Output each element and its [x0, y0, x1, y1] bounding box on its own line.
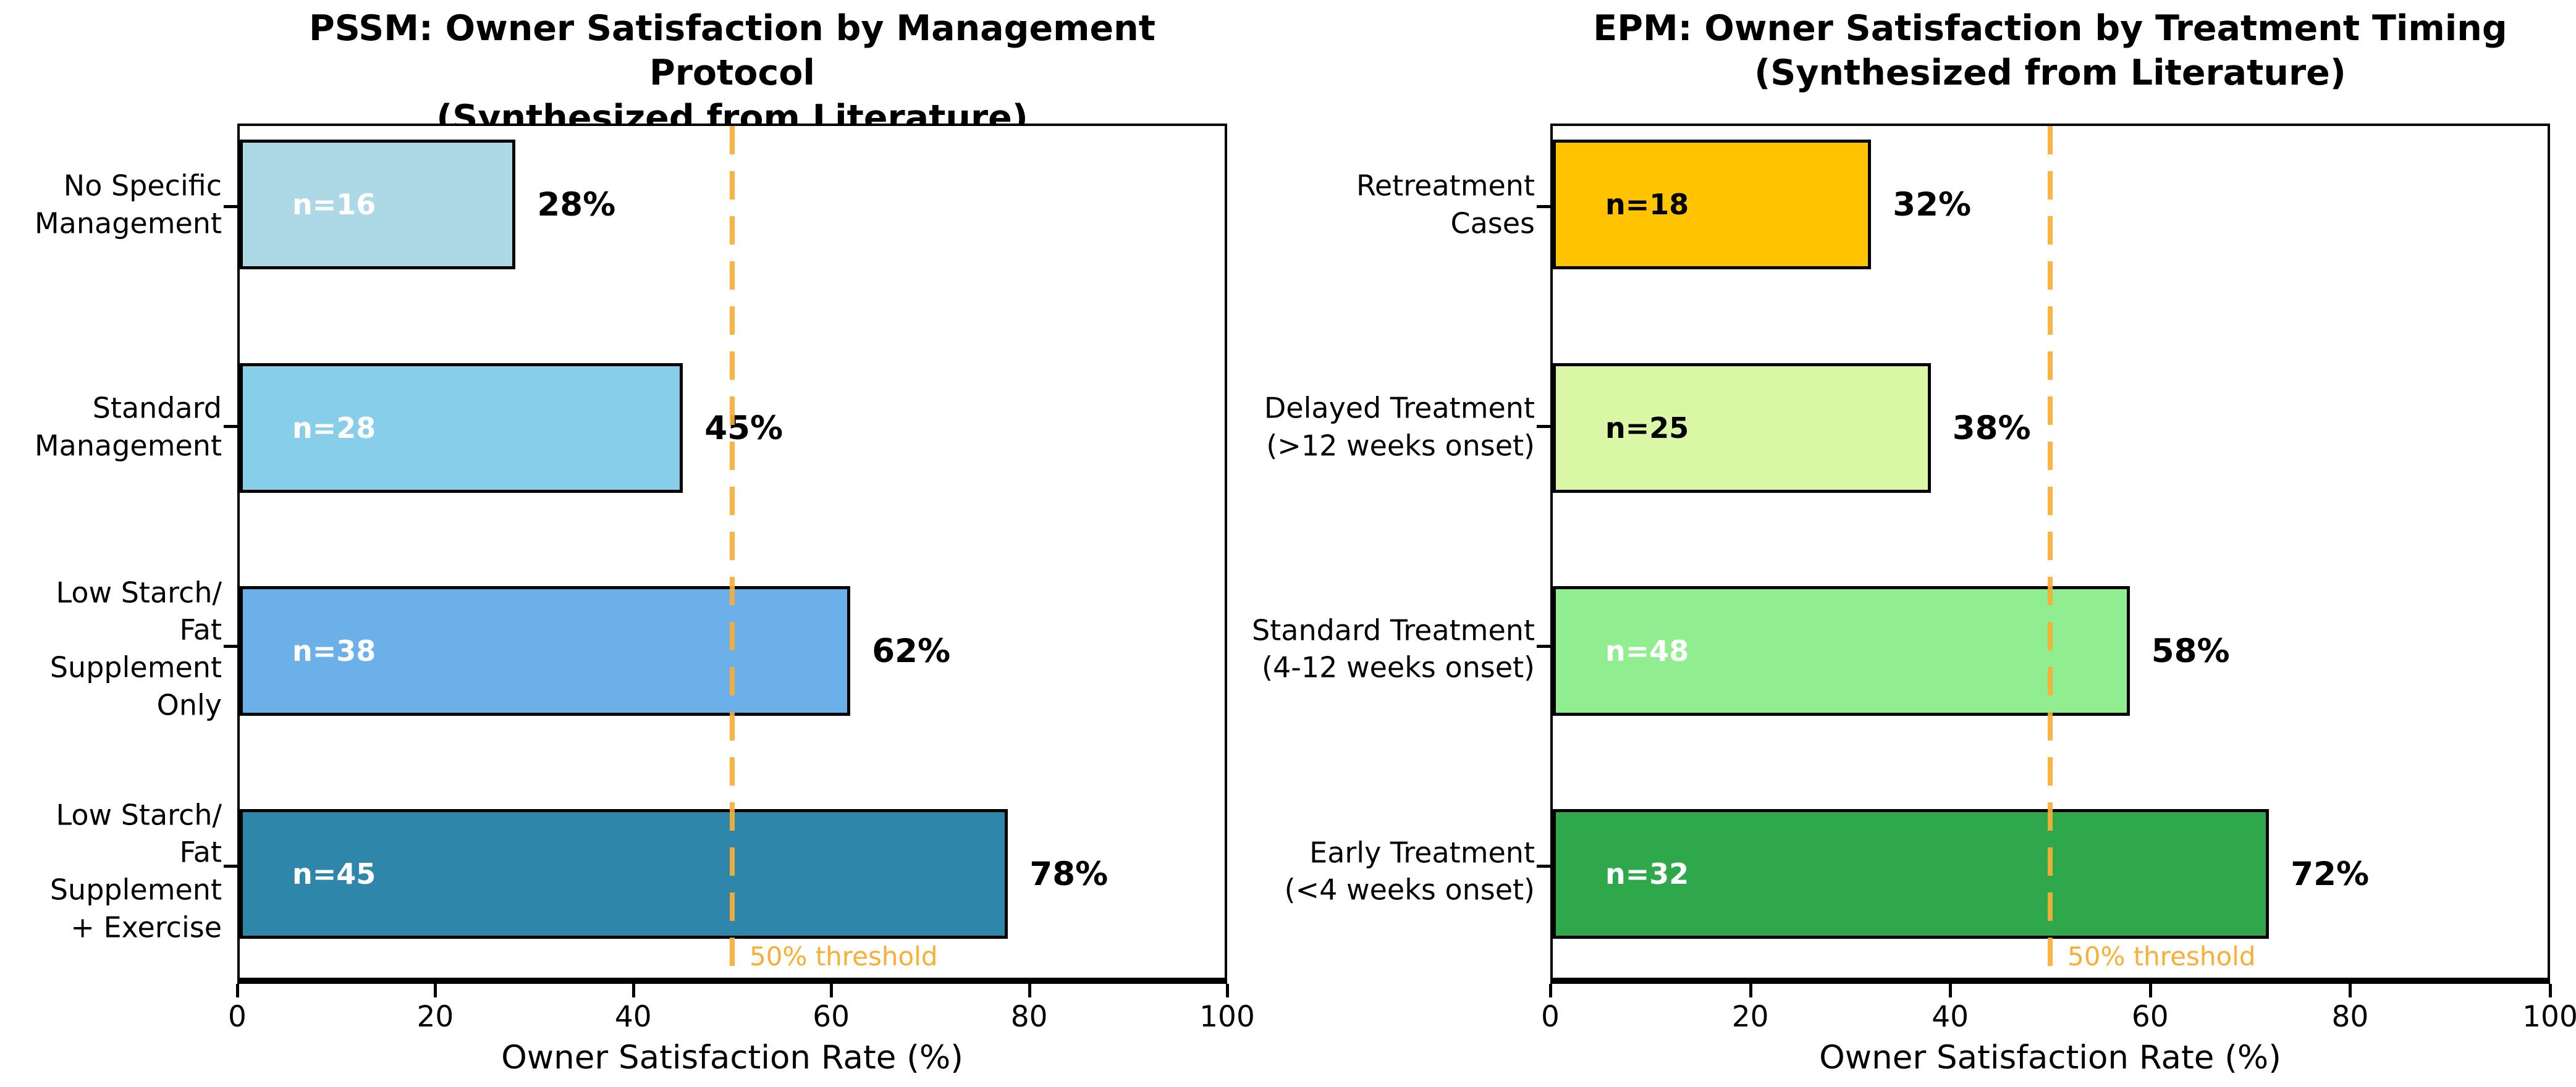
bar-n-label: n=25 — [1605, 411, 1689, 445]
category-label: Low Starch/ Fat Supplement Only — [49, 576, 222, 722]
x-tick-label: 80 — [1010, 1000, 1048, 1034]
bar-value-label: 58% — [2151, 632, 2230, 670]
pssm-category-axis: No Specific Management Standard Manageme… — [0, 124, 222, 984]
bar-n-label: n=45 — [292, 857, 376, 891]
bar-row: n=38 62% — [240, 586, 1225, 716]
bar-n-label: n=32 — [1605, 857, 1689, 891]
x-tick-mark — [2349, 984, 2352, 997]
bar-value-label: 32% — [1893, 185, 1972, 224]
y-tick-mark — [224, 865, 237, 868]
bar-value-label: 78% — [1029, 855, 1109, 893]
pssm-x-axis-label: Owner Satisfaction Rate (%) — [501, 1039, 963, 1077]
y-tick-mark — [1537, 865, 1550, 868]
x-tick-mark — [830, 984, 834, 997]
epm-title-line1: EPM: Owner Satisfaction by Treatment Tim… — [1593, 8, 2507, 49]
bar-retreatment-cases: n=18 — [1553, 140, 1872, 269]
category-label: Standard Treatment (4-12 weeks onset) — [1252, 613, 1535, 684]
x-tick-label: 80 — [2331, 1000, 2369, 1034]
x-tick-mark — [1028, 984, 1031, 997]
bar-row: n=28 45% — [240, 363, 1225, 493]
bar-low-starch-exercise: n=45 — [240, 809, 1008, 939]
bar-no-specific-management: n=16 — [240, 140, 516, 269]
epm-plot-area: n=18 32% n=25 38% n=48 58% n=32 72% 50% … — [1537, 124, 2550, 984]
bar-low-starch-only: n=38 — [240, 586, 851, 716]
bar-standard-treatment: n=48 — [1553, 586, 2130, 716]
threshold-line — [730, 126, 735, 978]
x-tick-label: 40 — [614, 1000, 652, 1034]
y-tick-mark — [224, 645, 237, 648]
x-tick-mark — [1949, 984, 1953, 997]
epm-x-axis: 0 20 40 60 80 100 — [1541, 984, 2576, 1036]
epm-x-axis-label: Owner Satisfaction Rate (%) — [1819, 1039, 2281, 1077]
x-tick-label: 60 — [813, 1000, 850, 1034]
bar-value-label: 38% — [1952, 409, 2031, 447]
category-label: No Specific Management — [34, 169, 222, 240]
threshold-label: 50% threshold — [2067, 941, 2256, 972]
x-tick-label: 0 — [1541, 1000, 1560, 1034]
pssm-plot-area: n=16 28% n=28 45% n=38 62% n=45 78% 50% … — [224, 124, 1227, 984]
bar-row: n=45 78% — [240, 809, 1225, 939]
x-tick-mark — [2549, 984, 2552, 997]
x-tick-label: 100 — [1199, 1000, 1255, 1034]
y-tick-mark — [224, 204, 237, 208]
threshold-label: 50% threshold — [750, 941, 938, 972]
x-tick-label: 60 — [2131, 1000, 2169, 1034]
bar-early-treatment: n=32 — [1553, 809, 2270, 939]
x-tick-mark — [631, 984, 635, 997]
pssm-chart-title: PSSM: Owner Satisfaction by Management P… — [237, 6, 1227, 140]
pssm-title-line1: PSSM: Owner Satisfaction by Management P… — [308, 8, 1155, 94]
bar-n-label: n=48 — [1605, 634, 1689, 668]
x-tick-label: 100 — [2522, 1000, 2576, 1034]
x-tick-label: 20 — [1731, 1000, 1769, 1034]
bar-delayed-treatment: n=25 — [1553, 363, 1931, 493]
epm-category-axis: Retreatment Cases Delayed Treatment (>12… — [1097, 124, 1535, 984]
bar-n-label: n=18 — [1605, 188, 1689, 221]
category-label: Low Starch/ Fat Supplement + Exercise — [49, 798, 222, 944]
x-tick-mark — [434, 984, 437, 997]
y-tick-mark — [1537, 424, 1550, 428]
x-tick-mark — [1549, 984, 1552, 997]
bar-row: n=32 72% — [1553, 809, 2548, 939]
y-tick-mark — [224, 424, 237, 428]
bar-value-label: 62% — [872, 632, 951, 670]
y-tick-mark — [1537, 204, 1550, 208]
bar-n-label: n=28 — [292, 411, 376, 445]
x-tick-label: 40 — [1932, 1000, 1969, 1034]
x-tick-label: 0 — [228, 1000, 247, 1034]
bar-row: n=16 28% — [240, 140, 1225, 269]
x-tick-mark — [1226, 984, 1229, 997]
bar-row: n=48 58% — [1553, 586, 2548, 716]
epm-chart-title: EPM: Owner Satisfaction by Treatment Tim… — [1550, 6, 2550, 96]
threshold-line — [2048, 126, 2053, 978]
bar-value-label: 28% — [537, 185, 616, 224]
x-tick-mark — [2148, 984, 2152, 997]
bar-row: n=18 32% — [1553, 140, 2548, 269]
bar-value-label: 72% — [2291, 855, 2370, 893]
y-tick-mark — [1537, 645, 1550, 648]
category-label: Delayed Treatment (>12 weeks onset) — [1264, 391, 1535, 462]
epm-title-line2: (Synthesized from Literature) — [1754, 52, 2346, 94]
x-tick-label: 20 — [416, 1000, 454, 1034]
bar-n-label: n=16 — [292, 188, 376, 221]
category-label: Early Treatment (<4 weeks onset) — [1284, 835, 1535, 907]
bar-standard-management: n=28 — [240, 363, 683, 493]
category-label: Retreatment Cases — [1356, 169, 1535, 240]
bar-value-label: 45% — [704, 409, 783, 447]
pssm-x-axis: 0 20 40 60 80 100 — [228, 984, 1255, 1036]
x-tick-mark — [236, 984, 239, 997]
bar-n-label: n=38 — [292, 634, 376, 668]
bar-row: n=25 38% — [1553, 363, 2548, 493]
category-label: Standard Management — [34, 391, 222, 462]
x-tick-mark — [1749, 984, 1752, 997]
